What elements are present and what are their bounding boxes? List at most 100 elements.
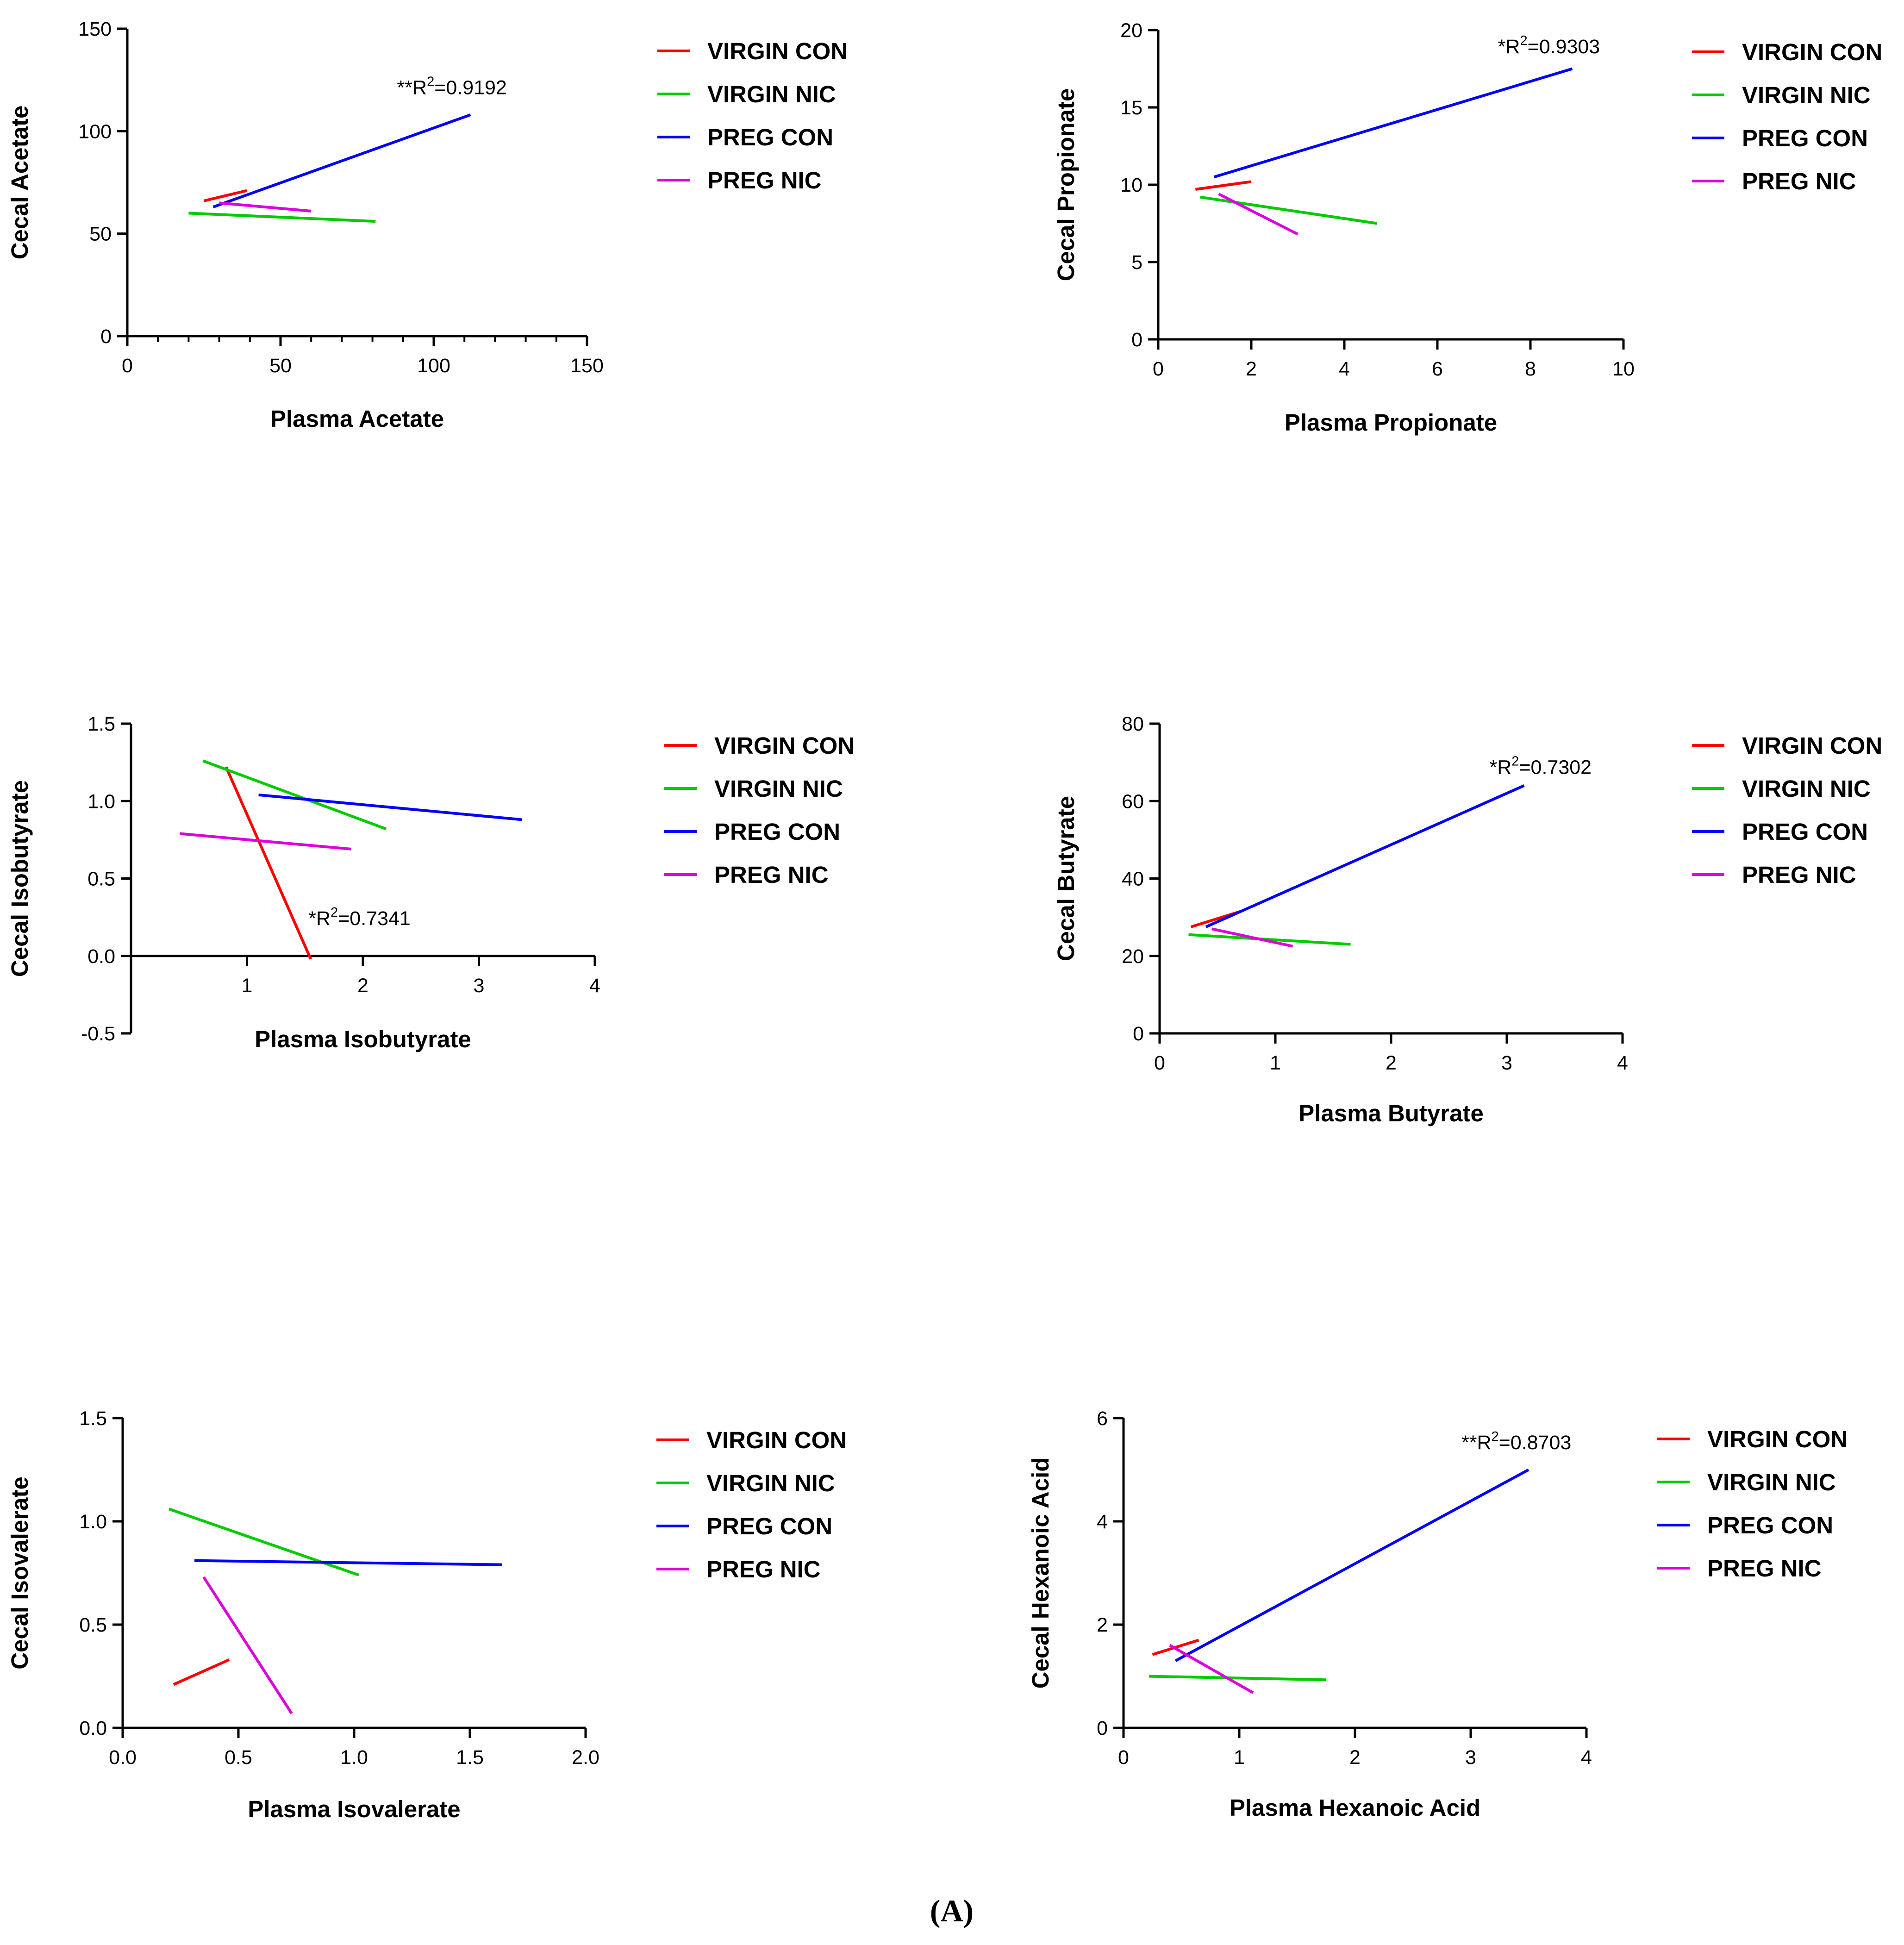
y-axis-title: Cecal Acetate [6, 106, 33, 260]
series-line-virgin-con [173, 1658, 230, 1686]
legend-label: VIRGIN NIC [706, 1470, 835, 1496]
series-line-virgin-nic [202, 759, 387, 831]
legend-label: PREG NIC [706, 1556, 821, 1582]
x-tick-label: 0 [1153, 358, 1164, 380]
series-line-preg-con [1213, 67, 1573, 179]
legend-label: VIRGIN NIC [707, 81, 836, 107]
x-tick-label: 1 [242, 975, 253, 997]
y-tick-label: -0.5 [81, 1023, 115, 1045]
y-tick-label: 50 [89, 223, 112, 245]
chart-panel-5: 0.0 0.5 1.0 1.5 0.0 0.5 1.0 1.5 2.0 Plasma Isoval… [6, 1407, 847, 1822]
y-tick-label: 15 [1120, 97, 1142, 119]
chart-panel-1: 0 50 100 150 0 50 100 150 Plasma Acetate Cecal Ac… [6, 18, 848, 432]
chart-panel-4: 0 20 40 60 80 0 1 2 3 4 Plasma Butyrate Cecal Butyr… [1053, 713, 1882, 1126]
x-tick-label: 4 [589, 975, 600, 997]
series-line-preg-con [1175, 1468, 1529, 1662]
y-tick-label: 0 [1097, 1717, 1108, 1739]
legend-label: VIRGIN CON [706, 1427, 847, 1453]
x-tick-label: 2 [357, 975, 368, 997]
y-tick-label: 0.5 [87, 868, 115, 890]
r-squared-superscript: 2 [427, 75, 434, 89]
y-tick-label: 6 [1097, 1407, 1108, 1430]
y-tick-label: 0 [1131, 329, 1142, 351]
r-squared-superscript: 2 [1492, 1429, 1499, 1444]
series-line-virgin-nic [169, 1507, 359, 1576]
r-squared-annotation: *R2=0.7302 [1490, 754, 1592, 779]
series-line-virgin-con [1195, 180, 1252, 191]
x-tick-label: 1 [1270, 1052, 1281, 1074]
series-line-preg-nic [202, 1576, 293, 1714]
r-squared-prefix: *R [1498, 36, 1520, 58]
legend-label: VIRGIN CON [1742, 732, 1882, 759]
y-axis-title: Cecal Propionate [1053, 88, 1079, 281]
series-line-preg-con [1205, 784, 1525, 928]
y-tick-label: 10 [1120, 174, 1142, 196]
r-squared-value: =0.8703 [1499, 1432, 1572, 1454]
x-tick-label: 0.0 [109, 1746, 137, 1769]
x-tick-label: 8 [1525, 358, 1536, 380]
x-tick-label: 2 [1386, 1052, 1397, 1074]
x-axis-title: Plasma Butyrate [1298, 1100, 1484, 1126]
r-squared-value: =0.7302 [1519, 757, 1592, 779]
y-tick-label: 40 [1122, 868, 1144, 890]
series-line-preg-con [194, 1559, 503, 1566]
x-tick-label: 4 [1617, 1052, 1628, 1074]
x-tick-label: 0 [1118, 1746, 1129, 1769]
x-tick-label: 3 [1501, 1052, 1512, 1074]
x-tick-label: 3 [474, 975, 485, 997]
x-tick-label: 3 [1465, 1746, 1476, 1769]
series-line-virgin-nic [188, 212, 376, 223]
series-line-preg-nic [1169, 1644, 1254, 1694]
legend-label: VIRGIN CON [1707, 1426, 1848, 1452]
y-tick-label: 1.0 [87, 790, 115, 813]
series-line-virgin-con [225, 766, 312, 960]
series-line-virgin-nic [1149, 1675, 1326, 1682]
x-tick-label: 6 [1432, 358, 1443, 380]
series-line-preg-nic [1218, 193, 1298, 236]
y-tick-label: 0.0 [79, 1717, 107, 1739]
r-squared-prefix: *R [308, 907, 331, 930]
y-axis-title: Cecal Isovalerate [6, 1476, 33, 1670]
x-axis-title: Plasma Isobutyrate [255, 1026, 471, 1052]
r-squared-prefix: *R [1490, 757, 1512, 779]
series-line-preg-con [258, 793, 522, 821]
y-tick-label: 20 [1120, 19, 1142, 42]
r-squared-superscript: 2 [331, 905, 338, 920]
series-line-virgin-con [203, 189, 247, 202]
legend-label: VIRGIN CON [714, 732, 855, 759]
x-tick-label: 1 [1234, 1746, 1245, 1769]
legend-label: PREG CON [1742, 819, 1868, 845]
y-tick-label: 2 [1097, 1614, 1108, 1636]
series-line-preg-nic [1211, 927, 1293, 948]
series-line-preg-con [212, 113, 471, 208]
y-tick-label: 20 [1122, 945, 1144, 968]
x-tick-label: 2 [1246, 358, 1257, 380]
y-tick-label: 1.0 [79, 1511, 107, 1533]
r-squared-superscript: 2 [1520, 33, 1527, 48]
series-line-preg-nic [179, 832, 352, 851]
legend-label: VIRGIN CON [707, 38, 848, 64]
y-axis-title: Cecal Isobutyrate [6, 780, 33, 977]
r-squared-prefix: **R [397, 77, 427, 99]
series-line-virgin-nic [1188, 933, 1351, 946]
r-squared-annotation: **R2=0.8703 [1461, 1429, 1571, 1454]
x-tick-label: 10 [1612, 358, 1635, 380]
x-tick-label: 4 [1339, 358, 1350, 380]
y-tick-label: 80 [1122, 713, 1144, 735]
x-axis-title: Plasma Propionate [1285, 409, 1497, 436]
legend-label: PREG CON [1707, 1512, 1833, 1538]
x-axis-title: Plasma Acetate [270, 406, 444, 432]
x-tick-label: 0 [122, 355, 133, 377]
x-axis-title: Plasma Hexanoic Acid [1230, 1795, 1480, 1821]
x-tick-label: 0.5 [225, 1746, 252, 1769]
legend-label: PREG NIC [1707, 1555, 1822, 1582]
legend-label: PREG CON [707, 124, 833, 150]
r-squared-annotation: *R2=0.9303 [1498, 33, 1600, 58]
y-axis-title: Cecal Butyrate [1053, 796, 1079, 961]
legend-label: VIRGIN NIC [714, 775, 843, 802]
y-tick-label: 0 [1133, 1023, 1144, 1045]
legend-label: PREG CON [706, 1513, 832, 1539]
r-squared-value: =0.9303 [1528, 36, 1600, 58]
chart-panel-6: 0 2 4 6 0 1 2 3 4 Plasma Hexanoic Acid Cecal Hexan… [1027, 1407, 1848, 1821]
